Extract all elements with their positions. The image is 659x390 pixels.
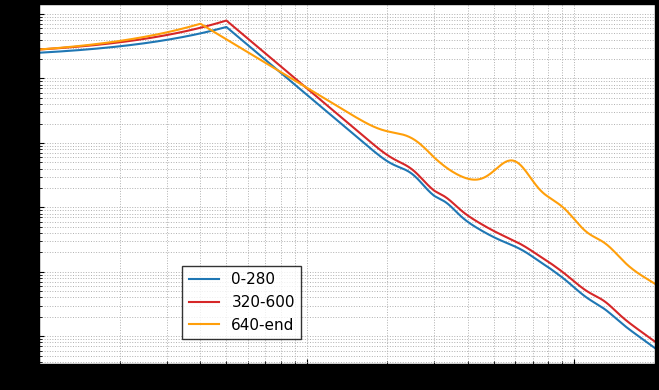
0-280 [399, 167, 407, 171]
320-600 [194, 26, 202, 31]
640-end [447, 168, 455, 173]
320-600 [223, 18, 231, 23]
640-end [399, 132, 407, 137]
0-280 [36, 50, 43, 55]
Line: 0-280: 0-280 [40, 27, 655, 348]
0-280 [223, 25, 231, 29]
640-end [500, 161, 507, 165]
320-600 [651, 339, 659, 344]
320-600 [144, 36, 152, 41]
0-280 [315, 103, 323, 107]
320-600 [500, 234, 507, 238]
0-280 [447, 205, 455, 209]
640-end [651, 281, 659, 286]
0-280 [500, 239, 507, 244]
320-600 [399, 161, 407, 166]
640-end [36, 47, 43, 52]
Line: 320-600: 320-600 [40, 21, 655, 342]
320-600 [447, 199, 455, 204]
0-280 [144, 41, 152, 45]
0-280 [194, 32, 202, 36]
320-600 [315, 96, 323, 101]
640-end [197, 21, 205, 26]
Line: 640-end: 640-end [40, 24, 655, 284]
640-end [144, 34, 152, 39]
320-600 [36, 47, 43, 52]
640-end [194, 22, 202, 27]
0-280 [651, 346, 659, 350]
Legend: 0-280, 320-600, 640-end: 0-280, 320-600, 640-end [183, 266, 301, 339]
640-end [315, 93, 323, 98]
